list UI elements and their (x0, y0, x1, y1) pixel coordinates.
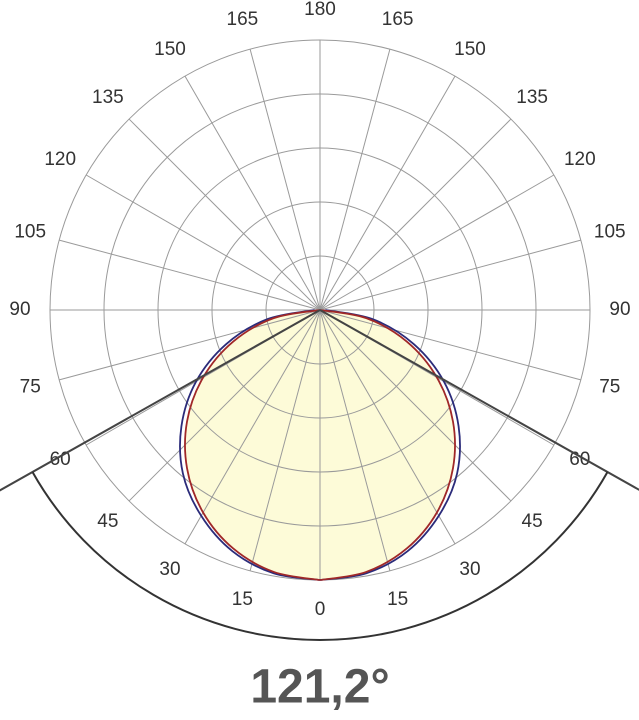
grid-spoke (319, 118, 512, 311)
angle-label: 180 (304, 0, 336, 20)
grid-spoke (319, 309, 391, 571)
beam-line (0, 309, 321, 492)
angle-label: 90 (609, 299, 630, 320)
intensity-curve (184, 309, 321, 581)
angle-label: 165 (382, 9, 414, 30)
angle-label: 105 (14, 221, 46, 242)
angle-label: 165 (227, 9, 259, 30)
angle-label: 15 (232, 589, 253, 610)
grid-spoke (319, 239, 581, 311)
grid-spoke (319, 49, 391, 311)
grid-spoke (319, 309, 456, 545)
grid-spoke (319, 309, 512, 502)
grid-spoke (319, 75, 456, 311)
angle-label: 30 (459, 559, 480, 580)
grid-spoke (249, 49, 321, 311)
grid-spoke (128, 118, 321, 311)
angle-label: 0 (315, 599, 326, 620)
grid-spoke (128, 309, 321, 502)
angle-label: 120 (44, 149, 76, 170)
grid-spoke (59, 239, 321, 311)
angle-label: 90 (9, 299, 30, 320)
grid-spoke (59, 309, 321, 381)
intensity-curve (319, 309, 456, 581)
grid-spoke (85, 174, 321, 311)
angle-label: 75 (599, 377, 620, 398)
beam-arc (31, 471, 609, 641)
angle-label: 45 (97, 511, 118, 532)
grid-spoke (319, 309, 581, 381)
beam-line (319, 309, 639, 491)
angle-label: 75 (20, 377, 41, 398)
angle-label: 150 (154, 39, 186, 60)
angle-label: 30 (159, 559, 180, 580)
angle-label: 120 (564, 149, 596, 170)
grid-spoke (249, 309, 321, 571)
angle-label: 105 (594, 221, 626, 242)
grid-spoke (319, 174, 555, 311)
intensity-curve (179, 309, 321, 581)
angle-label: 15 (387, 589, 408, 610)
intensity-curve (319, 309, 461, 581)
angle-label: 150 (454, 39, 486, 60)
beam-angle-label: 121,2° (250, 661, 389, 714)
angle-label: 135 (516, 87, 548, 108)
angle-label: 135 (92, 87, 124, 108)
grid-spoke (184, 75, 321, 311)
angle-label: 45 (522, 511, 543, 532)
grid-spoke (184, 309, 321, 545)
